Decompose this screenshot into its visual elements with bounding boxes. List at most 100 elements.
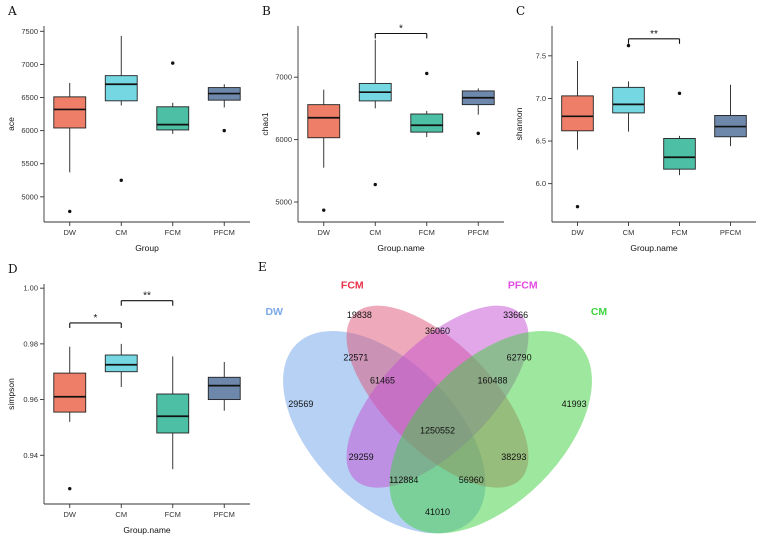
box <box>410 113 444 133</box>
y-tick-label: 5000 <box>21 192 38 201</box>
y-axis-title: ace <box>6 117 16 131</box>
venn-set-label-cm: CM <box>591 306 608 318</box>
venn-ellipse-cm <box>389 330 592 534</box>
venn-count-DW: 29569 <box>288 399 313 409</box>
x-tick-label: CM <box>623 228 635 237</box>
venn-count-FCM&CM: 38293 <box>501 452 526 462</box>
significance-label: * <box>399 23 403 34</box>
x-axis-title: Group <box>135 243 159 253</box>
outlier-point <box>476 131 480 136</box>
y-axis-title: chao1 <box>260 112 270 135</box>
y-tick-label: 6000 <box>21 126 38 135</box>
shannon-boxplot-chart: 6.0 6.5 7.0 7.5 DW CM FCM PFCM ** Group.name shann… <box>514 26 756 253</box>
venn-count-DW&FCM: 22571 <box>343 353 368 363</box>
y-tick-label: 0.98 <box>23 339 38 348</box>
box <box>156 393 190 434</box>
box <box>104 354 138 373</box>
x-tick-label: DW <box>64 510 77 519</box>
outlier-point <box>677 91 682 96</box>
y-tick-label: 7000 <box>21 60 38 69</box>
y-tick-label: 5000 <box>275 198 292 207</box>
x-tick-label: PFCM <box>468 228 489 237</box>
panel-letter-e: E <box>258 260 267 274</box>
y-tick-label: 7500 <box>21 27 38 36</box>
x-tick-label: DW <box>318 228 331 237</box>
x-tick-label: CM <box>115 228 127 237</box>
outlier-point <box>171 61 175 65</box>
venn-set-label-pfcm: PFCM <box>508 279 538 291</box>
panel-b-chao1-boxplot: B 5000 6000 7000 DW CM FCM PFCM * Group.name chao… <box>258 2 510 256</box>
box <box>104 75 138 102</box>
venn-count-DW&FCM&PFCM: 61465 <box>370 376 395 386</box>
x-tick-label: PFCM <box>214 510 235 519</box>
box <box>53 96 87 129</box>
venn-count-DW&CM: 41010 <box>425 507 450 517</box>
significance-label: ** <box>650 29 658 40</box>
venn-count-CM: 41993 <box>562 399 587 409</box>
chao1-boxplot-chart: 5000 6000 7000 DW CM FCM PFCM * Group.name chao1 <box>260 23 504 253</box>
panel-d-simpson-boxplot: D 0.94 0.96 0.98 1.00 DW CM FCM PFCM * ** Group.na… <box>4 260 256 538</box>
outlier-point <box>626 43 631 48</box>
y-tick-label: 7000 <box>275 73 292 82</box>
panel-letter-a: A <box>8 4 17 18</box>
venn-count-DW&PFCM: 29259 <box>349 452 374 462</box>
venn-count-FCM&PFCM&CM: 160488 <box>478 376 508 386</box>
panel-a-ace-boxplot: A 5000 5500 6000 6500 7000 7500 DW CM FCM PFCM Gro… <box>4 2 256 256</box>
y-tick-label: 0.96 <box>23 395 38 404</box>
y-tick-label: 7.5 <box>536 51 546 60</box>
venn-count-FCM: 19838 <box>347 310 372 320</box>
venn-count-DW&PFCM&CM: 112884 <box>389 475 418 485</box>
x-tick-label: DW <box>571 228 584 237</box>
x-tick-label: FCM <box>165 510 181 519</box>
panel-letter-b: B <box>262 4 271 18</box>
outlier-point <box>119 178 123 182</box>
box <box>156 106 190 131</box>
outlier-point <box>68 209 72 214</box>
x-tick-label: PFCM <box>720 228 741 237</box>
x-tick-label: PFCM <box>214 228 235 237</box>
outlier-point <box>373 182 377 187</box>
outlier-point <box>222 128 226 133</box>
y-tick-label: 7.0 <box>536 94 546 103</box>
x-tick-label: FCM <box>419 228 435 237</box>
y-tick-label: 5500 <box>21 159 38 168</box>
ace-boxplot-chart: 5000 5500 6000 6500 7000 7500 DW CM FCM PFCM Group… <box>6 26 250 253</box>
venn-count-PFCM: 33666 <box>503 310 528 320</box>
box <box>307 104 341 139</box>
outlier-point <box>425 71 429 76</box>
outlier-point <box>575 204 580 209</box>
y-tick-label: 6000 <box>275 135 292 144</box>
outlier-point <box>68 486 72 491</box>
y-tick-label: 6.5 <box>536 137 546 146</box>
significance-label: * <box>94 313 98 324</box>
venn-count-DW&FCM&CM: 56960 <box>459 475 484 485</box>
y-tick-label: 1.00 <box>23 284 38 293</box>
venn-set-label-dw: DW <box>265 306 283 318</box>
box <box>663 138 696 170</box>
x-tick-label: FCM <box>165 228 181 237</box>
y-tick-label: 0.94 <box>23 451 38 460</box>
y-axis-title: simpson <box>6 378 16 410</box>
x-tick-label: CM <box>369 228 381 237</box>
box <box>207 376 241 401</box>
venn-count-PFCM&CM: 62790 <box>507 353 532 363</box>
x-axis-title: Group.name <box>377 243 425 253</box>
outlier-point <box>322 208 326 212</box>
box <box>53 372 87 413</box>
significance-label: ** <box>143 291 151 302</box>
y-axis-title: shannon <box>514 107 524 140</box>
x-axis-title: Group.name <box>630 243 678 253</box>
box <box>561 95 594 132</box>
panel-c-shannon-boxplot: C 6.0 6.5 7.0 7.5 DW CM FCM PFCM ** Group.name sha… <box>512 2 764 256</box>
y-tick-label: 6.0 <box>536 179 546 188</box>
box <box>612 86 645 114</box>
venn-diagram-chart: 19838 36060 33666 22571 62790 29569 61465 16048… <box>265 279 608 534</box>
panel-letter-c: C <box>516 4 526 18</box>
venn-count-DW&FCM&PFCM&CM: 1250552 <box>420 425 455 435</box>
panel-e-venn-diagram: E 19838 36060 33666 22571 62790 29569 61465 160… <box>246 256 636 539</box>
panel-letter-d: D <box>8 262 18 276</box>
venn-set-label-fcm: FCM <box>341 279 364 291</box>
y-tick-label: 6500 <box>21 93 38 102</box>
